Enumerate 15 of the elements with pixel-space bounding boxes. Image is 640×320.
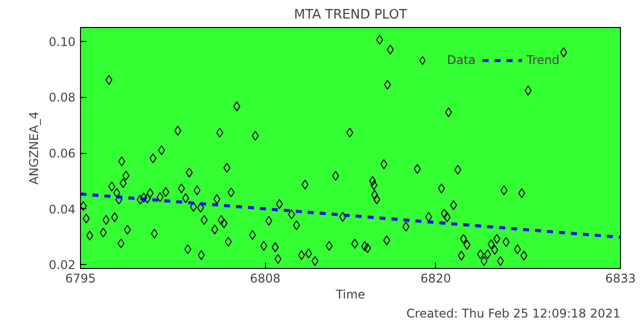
x-tick-label: 6833	[605, 272, 636, 286]
y-tick-label: 0.02	[48, 258, 76, 272]
y-tick-label: 0.06	[48, 146, 76, 161]
x-tick-label: 6820	[420, 272, 452, 286]
chart-title: MTA TREND PLOT	[294, 8, 408, 22]
x-axis-title: Time	[334, 288, 366, 302]
y-tick-label: 0.04	[48, 202, 76, 216]
y-axis-title: ANGZNEA_4	[26, 111, 41, 185]
text: Created: Thu Feb 25 12:09:18 2021	[406, 306, 621, 320]
y-tick-label: 0.10	[48, 34, 76, 49]
x-tick-label: 6808	[250, 272, 281, 286]
legend-label: Data	[447, 53, 476, 67]
legend-label: Trend	[526, 53, 560, 67]
x-tick-label: 6795	[65, 272, 96, 286]
y-tick-label: 0.08	[48, 90, 76, 105]
